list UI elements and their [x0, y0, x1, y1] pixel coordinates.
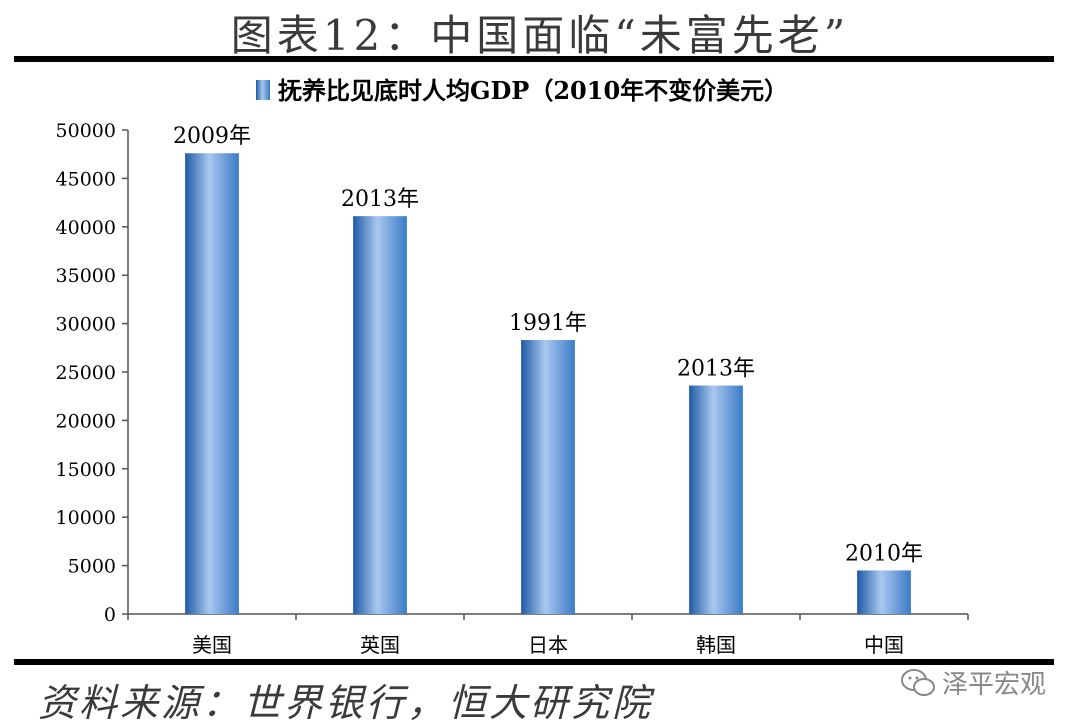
- x-category-label: 韩国: [696, 633, 736, 657]
- legend-label: 抚养比见底时人均GDP（2010年不变价美元）: [278, 76, 788, 105]
- watermark: 泽平宏观: [900, 664, 1046, 701]
- bar-chart: 抚养比见底时人均GDP（2010年不变价美元） 0 5000 10000 15000 2…: [56, 76, 969, 657]
- data-label: 2010年: [845, 541, 923, 566]
- bar: [857, 570, 911, 614]
- y-tick-label: 40000: [56, 217, 116, 239]
- bar: [521, 340, 575, 614]
- y-tick-label: 45000: [56, 168, 116, 190]
- data-label: 2013年: [677, 357, 755, 382]
- y-tick-label: 10000: [56, 507, 116, 529]
- figure-title: 图表12：中国面临“未富先老”: [230, 11, 850, 60]
- y-tick-label: 30000: [56, 314, 116, 336]
- bar: [185, 153, 239, 614]
- source-note: 资料来源：世界银行，恒大研究院: [38, 681, 654, 725]
- data-label: 1991年: [509, 311, 587, 336]
- y-tick-label: 5000: [68, 556, 116, 578]
- bar: [353, 216, 407, 615]
- x-category-label: 中国: [864, 633, 904, 657]
- y-tick-label: 25000: [56, 362, 116, 384]
- y-tick-label: 20000: [56, 410, 116, 432]
- data-label: 2013年: [341, 187, 419, 212]
- bottom-rule: [14, 659, 1054, 665]
- y-tick-label: 0: [104, 604, 116, 626]
- legend-swatch: [256, 80, 270, 100]
- top-rule: [14, 56, 1054, 62]
- data-label: 2009年: [173, 124, 251, 149]
- chat-bubbles-icon: [901, 668, 935, 696]
- watermark-text: 泽平宏观: [942, 670, 1047, 700]
- y-tick-label: 50000: [56, 120, 116, 142]
- bar: [689, 385, 743, 614]
- y-tick-label: 35000: [56, 265, 116, 287]
- x-category-label: 日本: [528, 633, 568, 657]
- legend: 抚养比见底时人均GDP（2010年不变价美元）: [256, 76, 788, 105]
- x-category-label: 美国: [192, 633, 232, 657]
- x-category-label: 英国: [360, 633, 400, 657]
- y-tick-label: 15000: [56, 459, 116, 481]
